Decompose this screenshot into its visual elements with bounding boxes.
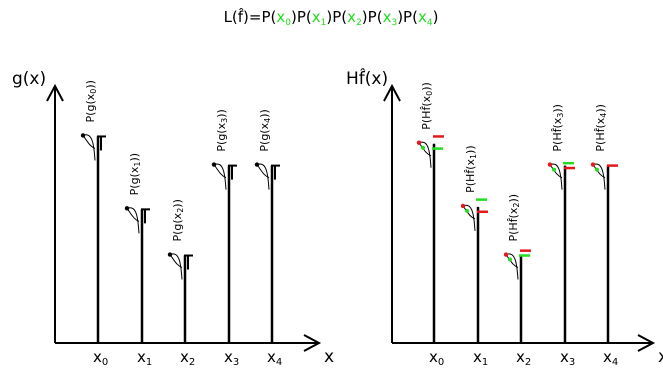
left_panel-probability-curve-2 bbox=[169, 253, 183, 280]
right_panel-y-axis-label: Hf̂(x) bbox=[346, 68, 388, 89]
right_panel-probability-curve-2 bbox=[505, 253, 519, 280]
right_panel-probability-label-0: P(Hf̂(x0)) bbox=[420, 82, 434, 130]
left_panel-probability-curve-0 bbox=[82, 134, 96, 161]
right_panel-x-tick-label-4: x4 bbox=[603, 348, 618, 368]
right_panel-estimate-dot-green-3 bbox=[552, 167, 556, 172]
right_panel-probability-label-4: P(Hf̂(x4)) bbox=[594, 104, 608, 152]
left_panel-probability-label-0: P(g(x0)) bbox=[84, 80, 98, 122]
right_panel-probability-label-1: P(Hf̂(x1)) bbox=[464, 145, 478, 193]
right_panel-estimate-dot-2 bbox=[503, 252, 509, 257]
left_panel-estimate-dot-4 bbox=[254, 162, 260, 167]
right-panel-hf-of-x: Hf̂(x) x P(Hf̂(x0)) x0 P(Hf̂(x1)) x1 P(Hf̂(x2)… bbox=[346, 68, 663, 368]
left_panel-estimate-dot-3 bbox=[211, 162, 217, 167]
right_panel-probability-curve-1 bbox=[462, 204, 476, 231]
right_panel-estimate-dot-4 bbox=[590, 162, 596, 167]
right_panel-probability-curve-3 bbox=[549, 163, 563, 190]
left_panel-x-tick-label-1: x1 bbox=[137, 348, 152, 368]
left_panel-probability-label-4: P(g(x4)) bbox=[258, 109, 272, 151]
right_panel-estimate-dot-1 bbox=[460, 203, 466, 209]
right_panel-estimate-dot-green-2 bbox=[508, 257, 512, 262]
right_panel-x-axis-label: x bbox=[658, 347, 663, 367]
right_panel-x-tick-label-1: x1 bbox=[473, 348, 488, 368]
right_panel-probability-curve-0 bbox=[418, 141, 432, 168]
left_panel-y-axis-arrow bbox=[46, 83, 64, 102]
left_panel-probability-curve-4 bbox=[256, 163, 270, 190]
right_panel-y-axis-arrow bbox=[383, 83, 401, 102]
right_panel-x-tick-label-2: x2 bbox=[516, 348, 531, 368]
left_panel-probability-label-2: P(g(x2)) bbox=[171, 199, 185, 241]
left_panel-estimate-dot-0 bbox=[80, 133, 86, 138]
left_panel-x-tick-label-4: x4 bbox=[267, 348, 282, 368]
right_panel-probability-label-3: P(Hf̂(x3)) bbox=[551, 104, 565, 152]
left_panel-estimate-dot-2 bbox=[167, 252, 173, 257]
right_panel-x-tick-label-3: x3 bbox=[560, 348, 575, 368]
left-panel-g-of-x: g(x) x P(g(x0)) x0 P(g(x1)) x1 P(g(x2)) x2 P(g(x… bbox=[12, 69, 334, 368]
left_panel-probability-curve-1 bbox=[126, 207, 140, 234]
right_panel-probability-curve-4 bbox=[592, 163, 606, 190]
left_panel-x-tick-label-3: x3 bbox=[224, 348, 239, 368]
left_panel-y-axis-label: g(x) bbox=[12, 69, 46, 89]
left_panel-probability-label-1: P(g(x1)) bbox=[128, 153, 142, 195]
left_panel-x-tick-label-2: x2 bbox=[180, 348, 195, 368]
right_panel-x-tick-label-0: x0 bbox=[429, 348, 444, 368]
right_panel-x-axis-arrow bbox=[637, 334, 656, 352]
right_panel-estimate-dot-3 bbox=[547, 162, 553, 167]
right_panel-estimate-dot-green-1 bbox=[465, 208, 469, 213]
left_panel-x-axis-label: x bbox=[324, 347, 334, 367]
right_panel-estimate-dot-green-0 bbox=[421, 145, 425, 150]
right_panel-estimate-dot-0 bbox=[416, 140, 422, 145]
left_panel-probability-curve-3 bbox=[213, 163, 227, 190]
left_panel-x-tick-label-0: x0 bbox=[93, 348, 108, 368]
right_panel-estimate-dot-green-4 bbox=[595, 167, 599, 172]
left_panel-estimate-dot-1 bbox=[124, 206, 130, 211]
left_panel-x-axis-arrow bbox=[303, 334, 322, 352]
likelihood-title: L(f̂)=P(x0)P(x1)P(x2)P(x3)P(x4) bbox=[224, 7, 439, 28]
right_panel-probability-label-2: P(Hf̂(x2)) bbox=[507, 194, 521, 242]
left_panel-probability-label-3: P(g(x3)) bbox=[215, 109, 229, 151]
